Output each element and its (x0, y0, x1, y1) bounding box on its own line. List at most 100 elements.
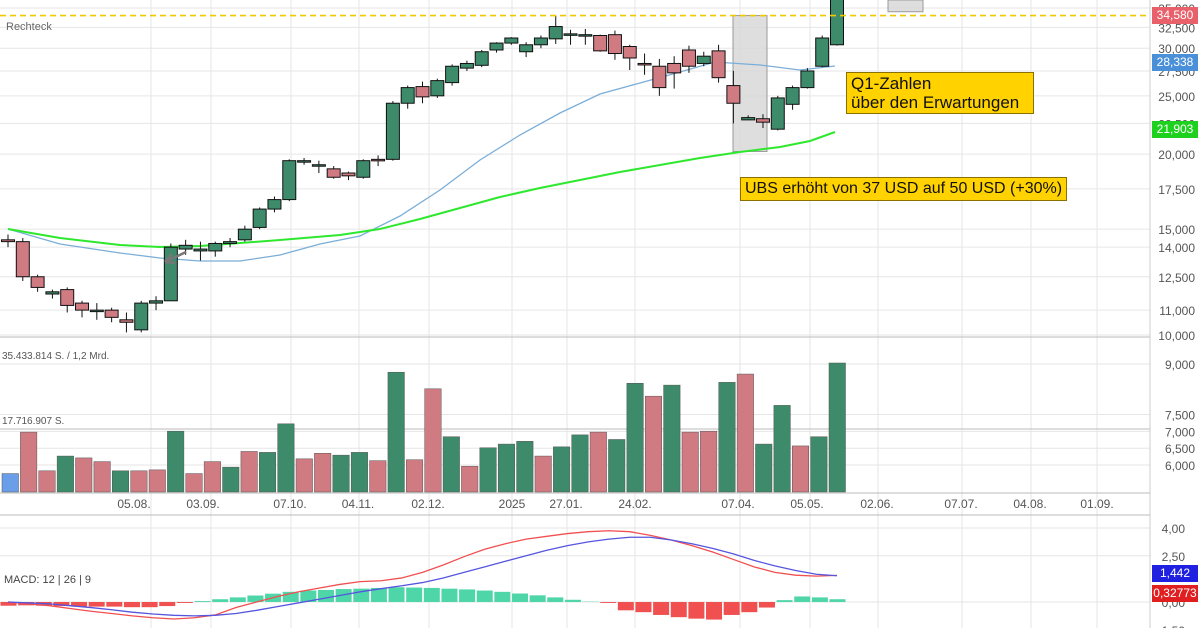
macd-histogram-bar (229, 597, 246, 602)
volume-bar (626, 383, 644, 493)
macd-histogram-bar (423, 587, 440, 602)
date-label: 24.02. (618, 497, 651, 511)
signal-line (7, 536, 838, 617)
volume-bar (442, 436, 460, 493)
volume-tick-label: 7,000 (1165, 425, 1195, 439)
arrow-icon (164, 250, 187, 265)
highlight-boxes (732, 0, 924, 152)
macd-histogram-bar (635, 602, 652, 613)
candle-body (223, 241, 238, 244)
macd-histogram-bar (564, 599, 581, 602)
macd-histogram-bar (529, 595, 546, 602)
date-label: 02.12. (411, 497, 444, 511)
tag-sma-long: 21,903 (1152, 121, 1198, 138)
volume-bar (479, 447, 497, 493)
macd-histogram-bar (388, 587, 405, 602)
macd-histogram-bar (600, 602, 617, 603)
candle-body (770, 97, 785, 130)
candle-body (15, 241, 30, 278)
macd-histogram-bar (370, 587, 387, 602)
candle-body (459, 62, 474, 69)
candle-body (75, 302, 90, 311)
macd-histogram-bar (71, 602, 88, 607)
candle-body (681, 49, 696, 67)
volume-bar (259, 452, 277, 493)
volume-bar (534, 455, 552, 493)
candle-body (282, 160, 297, 201)
volume-bar (38, 470, 56, 493)
macd-tick-label: -1,50 (1158, 624, 1186, 628)
volume-bar (644, 395, 662, 493)
volume-bar (571, 434, 589, 493)
macd-histogram-bar (494, 591, 511, 602)
candle-body (607, 34, 622, 55)
candle-body (252, 208, 267, 228)
volume-bar (406, 459, 424, 493)
macd-histogram-bar (459, 589, 476, 602)
macd-histogram-bar (123, 602, 140, 608)
candle-body (667, 62, 682, 74)
candle-body (1, 239, 15, 243)
candle-body (830, 0, 844, 46)
macd-tick-label: 4,00 (1162, 522, 1186, 536)
macd-histogram-bar (282, 591, 299, 602)
candle-body (622, 46, 637, 59)
macd-histogram-bar (441, 588, 458, 602)
volume-bar (828, 362, 846, 493)
volume-bar (461, 465, 479, 493)
macd-histogram-bar (406, 587, 423, 602)
candle-body (755, 118, 770, 123)
macd-histogram-bar (0, 602, 17, 606)
volume-bar (350, 452, 368, 493)
candle-body (637, 62, 652, 66)
panel-separators (0, 0, 1151, 628)
candlestick-series (1, 0, 844, 333)
macd-line (7, 530, 838, 620)
candle-body (741, 117, 756, 121)
volume-bar (93, 461, 111, 493)
candle-body (696, 55, 711, 64)
tag-macd: 1,442 (1152, 565, 1198, 582)
price-tick-label: 20,000 (1158, 148, 1195, 162)
price-tick-label: 32,500 (1158, 21, 1195, 35)
volume-label-mid: 17.716.907 S. (2, 416, 64, 427)
price-tick-label: 10,000 (1158, 329, 1195, 343)
candle-body (193, 248, 208, 252)
volume-bar (810, 436, 828, 493)
candle-body (489, 42, 504, 51)
candle-body (30, 276, 45, 288)
highlight-box-june (887, 0, 924, 13)
candle-body (533, 37, 548, 46)
price-tick-label: 30,000 (1158, 42, 1195, 56)
axis-labels: 35,00032,50030,00027,50025,00022,50020,0… (117, 2, 1195, 628)
volume-bar (553, 446, 571, 493)
macd-label: MACD: 12 | 26 | 9 (4, 574, 91, 586)
volume-bar (369, 460, 387, 493)
tag-signal: 0,32773 (1152, 585, 1198, 602)
volume-bar (755, 443, 773, 493)
macd-histogram-bar (723, 602, 740, 615)
volume-tick-label: 9,000 (1165, 358, 1195, 372)
macd-histogram-bar (176, 602, 193, 603)
candle-body (341, 172, 356, 177)
candle-body (504, 37, 519, 44)
volume-bar (424, 388, 442, 493)
highlight-box-april (732, 15, 768, 152)
volume-bar (240, 451, 258, 493)
candle-body (208, 242, 223, 252)
candle-body (356, 160, 371, 178)
candle-body (711, 50, 726, 79)
volume-bar (332, 454, 350, 493)
volume-bar (516, 441, 534, 493)
candle-body (311, 164, 326, 167)
macd-histogram-bar (317, 589, 334, 602)
date-label: 03.09. (186, 497, 219, 511)
macd-histogram-bar (88, 602, 105, 607)
macd-tick-label: 2,50 (1162, 550, 1186, 564)
volume-bar (185, 473, 203, 493)
macd-histogram-bar (141, 602, 158, 608)
date-label: 02.06. (860, 497, 893, 511)
macd-histogram-bar (159, 602, 176, 607)
tag-sma-short: 28,338 (1152, 54, 1198, 71)
candle-body (178, 244, 193, 250)
